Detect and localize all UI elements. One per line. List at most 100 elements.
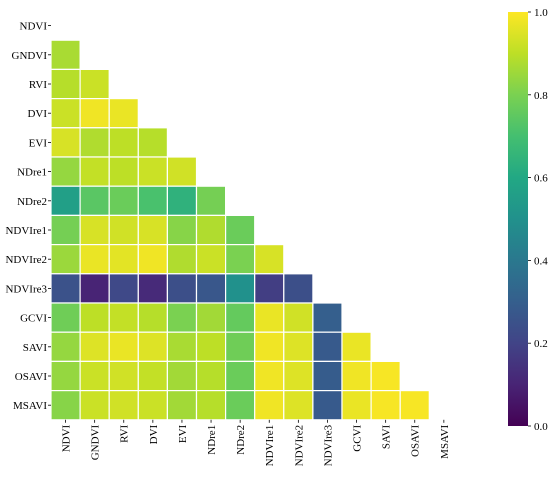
heatmap-cell: [50, 244, 81, 275]
heatmap-cell: [225, 360, 256, 392]
colorbar-gradient: [508, 12, 528, 426]
heatmap-cell: [108, 302, 139, 333]
heatmap-cell: [166, 214, 198, 246]
heatmap-cell: [50, 214, 81, 246]
heatmap-cell: [137, 302, 169, 333]
heatmap-cell: [50, 390, 81, 421]
heatmap-cell: [137, 156, 169, 187]
colorbar-tick-label: 0.0: [534, 421, 548, 433]
heatmap-cell: [283, 360, 314, 392]
heatmap-cell: [50, 97, 81, 129]
heatmap-cell: [108, 331, 139, 363]
heatmap-cell: [108, 97, 139, 129]
heatmap-cell: [50, 156, 81, 187]
heatmap-cell: [166, 273, 198, 304]
heatmap-cell: [166, 156, 198, 187]
heatmap-cells: [50, 39, 430, 421]
heatmap-cell: [166, 185, 198, 216]
x-tick-label: GNDVI: [90, 424, 102, 460]
heatmap-cell: [50, 331, 81, 363]
x-axis-labels: NDVI GNDVI RVI DVI EVI NDre1 NDre2 NDVIre1 NDVIr…: [61, 419, 451, 467]
heatmap-cell: [225, 331, 256, 363]
heatmap-cell: [79, 390, 110, 421]
heatmap-cell: [79, 68, 110, 100]
heatmap-cell: [283, 302, 314, 333]
y-tick-label: EVI: [29, 137, 48, 149]
heatmap-cell: [108, 156, 139, 187]
heatmap-cell: [79, 244, 110, 275]
x-tick-label: SAVI: [381, 424, 393, 449]
colorbar-tick-label: 0.4: [534, 255, 548, 267]
heatmap-cell: [79, 185, 110, 216]
heatmap-cell: [370, 390, 401, 421]
heatmap-cell: [254, 302, 285, 333]
heatmap-cell: [283, 390, 314, 421]
heatmap-cell: [79, 214, 110, 246]
heatmap-cell: [137, 185, 169, 216]
heatmap-cell: [79, 156, 110, 187]
heatmap-cell: [137, 360, 169, 392]
x-tick-label: MSAVI: [439, 424, 451, 458]
colorbar-tick-label: 0.8: [534, 90, 548, 102]
heatmap-cell: [399, 390, 430, 421]
heatmap-cell: [312, 360, 343, 392]
y-tick-label: SAVI: [23, 342, 48, 354]
x-tick-label: EVI: [177, 424, 189, 443]
y-tick-label: GCVI: [20, 313, 47, 325]
x-tick-label: GCVI: [352, 424, 364, 451]
heatmap-cell: [283, 331, 314, 363]
colorbar-tick-label: 0.6: [534, 173, 548, 185]
heatmap-cell: [108, 185, 139, 216]
heatmap-cell: [341, 331, 372, 363]
colorbar-tick-label: 0.2: [534, 338, 548, 350]
heatmap-cell: [79, 331, 110, 363]
heatmap-cell: [341, 390, 372, 421]
heatmap-cell: [50, 360, 81, 392]
heatmap-cell: [195, 390, 227, 421]
heatmap-cell: [79, 360, 110, 392]
heatmap-cell: [254, 331, 285, 363]
heatmap-cell: [195, 185, 227, 216]
heatmap-cell: [50, 273, 81, 304]
heatmap-cell: [50, 39, 81, 71]
heatmap-cell: [283, 273, 314, 304]
y-tick-label: NDVIre3: [5, 283, 47, 295]
heatmap-cell: [50, 185, 81, 216]
heatmap-cell: [50, 127, 81, 158]
x-tick-label: NDVIre1: [264, 425, 276, 467]
heatmap-cell: [108, 360, 139, 392]
heatmap-cell: [108, 390, 139, 421]
y-tick-label: NDre1: [17, 167, 47, 179]
y-tick-label: DVI: [27, 108, 47, 120]
heatmap-cell: [225, 302, 256, 333]
colorbar-tick-label: 1.0: [534, 7, 548, 19]
heatmap-cell: [195, 302, 227, 333]
x-tick-label: RVI: [119, 424, 131, 442]
heatmap-cell: [254, 390, 285, 421]
heatmap-cell: [108, 214, 139, 246]
y-tick-label: MSAVI: [13, 400, 47, 412]
heatmap-cell: [137, 390, 169, 421]
heatmap-cell: [225, 273, 256, 304]
heatmap-cell: [108, 273, 139, 304]
heatmap-cell: [108, 244, 139, 275]
y-axis-labels: NDVI GNDVI RVI DVI EVI NDre1 NDre2 NDVIre1 NDVIr…: [5, 21, 51, 412]
heatmap-cell: [225, 390, 256, 421]
heatmap-cell: [312, 390, 343, 421]
heatmap-cell: [312, 302, 343, 333]
heatmap-cell: [195, 273, 227, 304]
x-tick-label: DVI: [148, 424, 160, 444]
colorbar: 0.0 0.2 0.4 0.6 0.8 1.0: [508, 7, 548, 433]
x-tick-label: NDVIre3: [322, 424, 334, 466]
heatmap-cell: [166, 360, 198, 392]
heatmap-cell: [79, 302, 110, 333]
y-tick-label: NDVIre2: [5, 254, 47, 266]
heatmap-cell: [195, 214, 227, 246]
heatmap-cell: [137, 273, 169, 304]
heatmap-cell: [370, 360, 401, 392]
heatmap-cell: [79, 97, 110, 129]
y-tick-label: OSAVI: [15, 371, 48, 383]
heatmap-cell: [166, 302, 198, 333]
y-tick-label: NDre2: [17, 196, 47, 208]
